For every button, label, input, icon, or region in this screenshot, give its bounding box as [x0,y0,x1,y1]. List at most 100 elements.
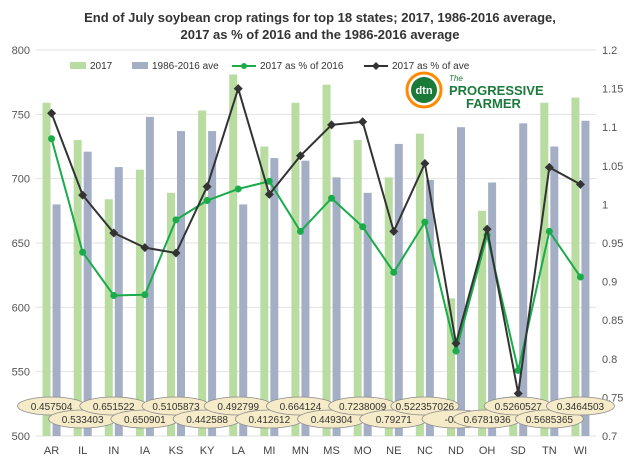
data-point [140,243,150,253]
bar [425,179,434,436]
x-tick-label: NE [386,445,401,457]
data-point [78,190,88,200]
bar [114,167,123,436]
bar [167,192,175,436]
bars [42,74,590,437]
x-tick-label: OH [479,445,496,457]
data-point [234,185,242,193]
y-left-tick-label: 700 [12,174,30,186]
y-left-tick-label: 500 [12,431,30,443]
y-right-tick-label: 0.85 [602,315,623,327]
data-label-bubble [546,396,615,416]
x-tick-label: LA [231,445,245,457]
data-point [421,218,429,226]
data-point [544,162,554,172]
data-label: 0.5105873 [152,402,200,413]
bar [322,84,331,437]
data-point [575,179,585,189]
x-tick-label: AR [44,445,59,457]
y-left-tick-label: 750 [12,109,30,121]
legend-label: 2017 as % of ave [392,61,470,72]
data-labels: 0.457504 0.533403 0.651522 0.650901 0.510587… [17,396,615,429]
y-right-tick-label: 0.7 [602,431,617,443]
y-right-tick-label: 1 [602,199,608,211]
bar [581,120,590,437]
bar [394,143,403,436]
x-tick-label: SD [511,445,526,457]
data-point [420,158,430,168]
data-label: 0.449304 [311,415,353,426]
x-tick-label: MS [323,445,340,457]
x-tick-label: MO [354,445,372,457]
logo-line1: The [449,74,463,83]
data-point [47,108,57,118]
chart-title-line-2: 2017 as % of 2016 and the 1986-2016 aver… [180,27,460,42]
data-point [359,223,367,231]
bar [363,192,372,436]
x-tick-label: IN [108,445,119,457]
dtn-progressive-farmer-logo: dtn The PROGRESSIVE FARMER [405,71,544,111]
bar [301,160,310,437]
data-point [265,177,273,185]
data-point [203,197,211,205]
bar [104,199,113,436]
data-point [296,227,304,235]
x-tick-label: WI [574,445,587,457]
data-point [295,151,305,161]
data-label: 0.79271 [376,415,413,426]
bar [291,102,300,437]
bar [571,97,580,437]
x-tick-label: TN [542,445,557,457]
x-tick-label: IA [140,445,151,457]
data-point [79,248,87,256]
bar [540,102,549,437]
data-label: 0.492799 [217,402,259,413]
data-point [172,216,180,224]
data-point [576,273,584,281]
data-point [109,228,119,238]
legend-marker [372,62,380,70]
data-label: 0.7238009 [339,402,387,413]
y-right-tick-label: 1.15 [602,84,623,96]
bar [145,116,154,436]
series-line [50,138,582,371]
data-label: 0.5685365 [526,415,574,426]
data-label: 0.522357026 [396,402,455,413]
bar [208,131,217,436]
data-label: 0.442588 [186,415,228,426]
y-right-tick-label: 1.05 [602,161,623,173]
y-right-tick-label: 0.8 [602,354,617,366]
y-right-tick-label: 1.1 [602,122,617,134]
x-tick-label: ND [448,445,464,457]
bar [198,110,207,437]
bar [73,140,82,437]
x-tick-label: KS [169,445,184,457]
y-right-tick-label: 1.2 [602,45,617,57]
x-tick-label: KY [200,445,215,457]
y-right-tick-label: 0.9 [602,277,617,289]
x-tick-label: MI [263,445,275,457]
data-label: 0.533403 [62,415,104,426]
bar [83,151,92,436]
data-point [545,227,553,235]
y-left-tick-label: 600 [12,302,30,314]
x-tick-label: NC [417,445,433,457]
legend-marker [241,63,247,69]
line-series [47,84,585,399]
data-label: 0.664124 [280,402,322,413]
x-tick-label: IL [78,445,87,457]
data-point [452,347,460,355]
bar [270,158,279,436]
data-point [202,182,212,192]
data-label: 0.6781936 [463,415,511,426]
data-label: 0.650901 [124,415,166,426]
data-point [358,117,368,127]
data-label: 0.3464503 [557,402,605,413]
legend-label: 1986-2016 ave [152,61,219,72]
y-left-tick-label: 550 [12,367,30,379]
bar [457,127,465,436]
bar [135,169,144,436]
dtn-logo-disc [411,77,437,103]
logo-line2: PROGRESSIVE [449,83,544,98]
